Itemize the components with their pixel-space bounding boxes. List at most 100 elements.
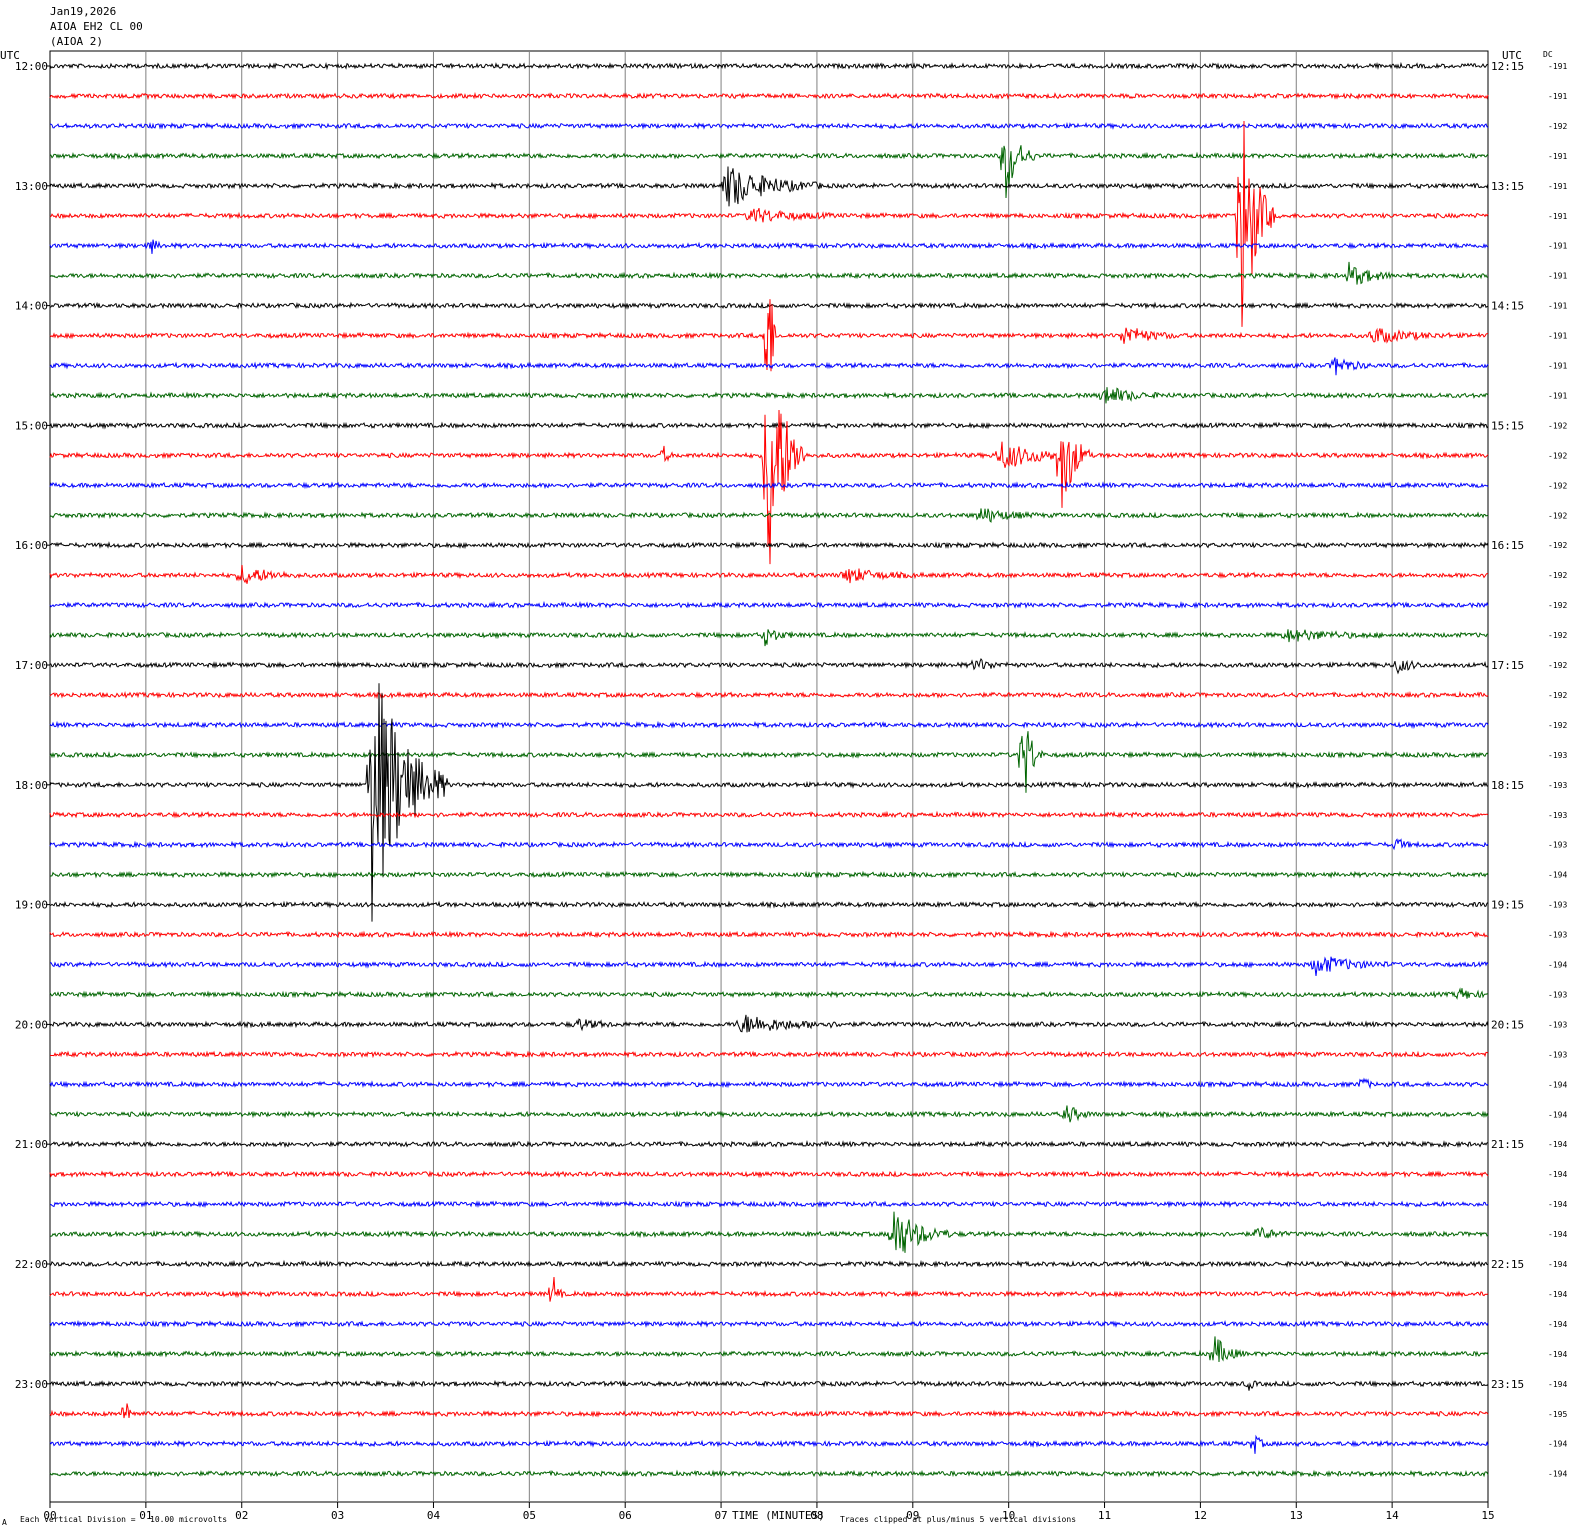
- left-time-label: 21:00: [15, 1138, 48, 1151]
- dc-offset-label: -192: [1548, 721, 1567, 730]
- dc-offset-label: -194: [1548, 1200, 1567, 1209]
- left-time-label: 15:00: [15, 419, 48, 432]
- dc-offset-label: -192: [1548, 661, 1567, 670]
- seismic-trace: [49, 1211, 1489, 1253]
- seismic-trace: [49, 956, 1489, 976]
- dc-offset-label: -194: [1548, 1080, 1567, 1089]
- x-axis-title: TIME (MINUTES): [732, 1509, 825, 1522]
- dc-offset-label: -192: [1548, 511, 1567, 520]
- seismic-trace: [49, 1469, 1489, 1478]
- dc-offset-label: -192: [1548, 631, 1567, 640]
- dc-offset-label: -194: [1548, 961, 1567, 970]
- left-time-label: 13:00: [15, 180, 48, 193]
- x-tick-label: 13: [1290, 1509, 1303, 1522]
- right-time-label: 12:15: [1491, 60, 1524, 73]
- left-time-label: 16:00: [15, 539, 48, 552]
- seismic-trace: [49, 91, 1489, 101]
- dc-offset-label: -193: [1548, 990, 1567, 999]
- dc-offset-label: -192: [1548, 451, 1567, 460]
- dc-offset-label: -194: [1548, 1170, 1567, 1179]
- right-time-label: 15:15: [1491, 419, 1524, 432]
- x-tick-label: 05: [523, 1509, 536, 1522]
- seismic-trace: [49, 838, 1489, 851]
- left-time-label: 20:00: [15, 1018, 48, 1031]
- right-time-label: 16:15: [1491, 539, 1524, 552]
- dc-offset-label: -193: [1548, 781, 1567, 790]
- x-tick-label: 08: [810, 1509, 823, 1522]
- dc-offset-label: -194: [1548, 1290, 1567, 1299]
- seismic-trace: [49, 1170, 1489, 1179]
- seismic-trace: [49, 1077, 1489, 1090]
- seismic-trace: [49, 421, 1489, 430]
- seismic-trace: [49, 870, 1489, 879]
- dc-offset-label: -191: [1548, 92, 1567, 101]
- seismic-trace: [49, 261, 1489, 285]
- seismic-trace: [49, 731, 1489, 793]
- x-tick-label: 02: [235, 1509, 248, 1522]
- seismic-trace: [49, 690, 1489, 700]
- left-utc-label: UTC: [0, 49, 20, 62]
- seismic-trace: [49, 1105, 1489, 1123]
- right-time-label: 21:15: [1491, 1138, 1524, 1151]
- seismic-trace: [49, 900, 1489, 909]
- dc-offset-label: -191: [1548, 391, 1567, 400]
- seismic-trace: [49, 1319, 1489, 1328]
- dc-offset-label: -191: [1548, 212, 1567, 221]
- left-time-label: 14:00: [15, 300, 48, 313]
- x-tick-label: 10: [1002, 1509, 1015, 1522]
- x-tick-label: 01: [139, 1509, 152, 1522]
- seismic-trace: [49, 1050, 1489, 1059]
- seismic-trace: [49, 1379, 1489, 1391]
- clip-note: Traces clipped at plus/minus 5 vertical …: [840, 1515, 1077, 1524]
- dc-offset-label: -194: [1548, 871, 1567, 880]
- right-time-label: 13:15: [1491, 180, 1524, 193]
- seismic-trace: [49, 145, 1489, 199]
- dc-offset-label: -193: [1548, 811, 1567, 820]
- seismic-trace: [49, 299, 1489, 372]
- seismic-trace: [49, 1336, 1489, 1363]
- dc-offset-label: -191: [1548, 62, 1567, 71]
- dc-offset-label: -192: [1548, 571, 1567, 580]
- seismic-trace: [49, 357, 1489, 376]
- right-time-label: 20:15: [1491, 1018, 1524, 1031]
- seismic-trace: [49, 930, 1489, 939]
- dc-offset-label: -194: [1548, 1380, 1567, 1389]
- dc-offset-label: -191: [1548, 242, 1567, 251]
- dc-offset-label: -194: [1548, 1230, 1567, 1239]
- corner-mark: A: [2, 1518, 7, 1527]
- left-time-label: 22:00: [15, 1258, 48, 1271]
- dc-offset-label: -193: [1548, 901, 1567, 910]
- seismic-trace: [49, 166, 1489, 207]
- seismic-trace: [49, 120, 1489, 327]
- right-time-label: 14:15: [1491, 300, 1524, 313]
- header-station: AIOA EH2 CL 00: [50, 20, 143, 33]
- seismic-trace: [49, 987, 1489, 1000]
- x-tick-label: 15: [1481, 1509, 1494, 1522]
- seismic-trace: [49, 720, 1489, 729]
- right-time-label: 18:15: [1491, 779, 1524, 792]
- x-tick-label: 04: [427, 1509, 441, 1522]
- dc-offset-label: -192: [1548, 541, 1567, 550]
- dc-offset-label: -195: [1548, 1410, 1567, 1419]
- dc-offset-label: -193: [1548, 841, 1567, 850]
- dc-offset-label: -191: [1548, 362, 1567, 371]
- right-time-label: 19:15: [1491, 899, 1524, 912]
- dc-offset-label: -192: [1548, 481, 1567, 490]
- x-tick-label: 03: [331, 1509, 344, 1522]
- dc-offset-label: -191: [1548, 302, 1567, 311]
- dc-offset-label: -191: [1548, 152, 1567, 161]
- x-tick-label: 14: [1386, 1509, 1400, 1522]
- left-time-label: 17:00: [15, 659, 48, 672]
- seismic-trace: [49, 409, 1489, 565]
- dc-offset-label: -192: [1548, 421, 1567, 430]
- dc-offset-label: -194: [1548, 1110, 1567, 1119]
- x-tick-label: 06: [619, 1509, 632, 1522]
- x-tick-label: 00: [43, 1509, 56, 1522]
- right-time-label: 23:15: [1491, 1378, 1524, 1391]
- right-utc-label: UTC: [1502, 49, 1522, 62]
- left-time-label: 18:00: [15, 779, 48, 792]
- seismic-trace: [49, 301, 1489, 310]
- seismic-trace: [49, 1276, 1489, 1302]
- dc-offset-label: -192: [1548, 601, 1567, 610]
- seismic-trace: [49, 239, 1489, 254]
